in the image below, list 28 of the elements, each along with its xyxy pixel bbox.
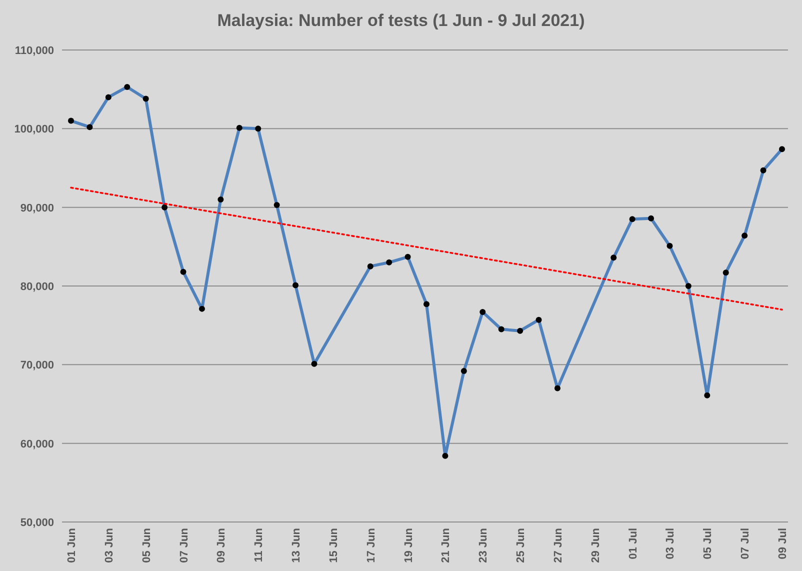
x-tick-label: 21 Jun [440,528,452,563]
x-tick-label: 01 Jul [627,528,640,560]
x-tick-label: 15 Jun [328,528,340,563]
x-tick-label: 13 Jun [290,528,303,563]
x-tick-label: 27 Jun [552,528,564,563]
y-tick-label: 60,000 [20,438,54,450]
x-tick-label: 01 Jun [66,528,78,563]
x-tick-label: 11 Jun [253,528,266,562]
x-tick-label: 29 Jun [590,528,602,563]
x-tick-label: 09 Jul [777,528,789,560]
y-tick-label: 50,000 [20,517,54,529]
y-tick-label: 100,000 [14,124,54,136]
x-tick-label: 05 Jul [702,528,714,560]
x-tick-label: 17 Jun [365,528,378,563]
x-tick-label: 23 Jun [478,528,490,563]
y-tick-label: 90,000 [20,202,54,214]
y-tick-label: 70,000 [20,360,54,372]
x-tick-label: 03 Jul [664,528,677,560]
y-tick-label: 110,000 [14,45,54,57]
x-tick-label: 09 Jun [216,528,228,563]
x-tick-label: 05 Jun [140,528,153,563]
x-tick-label: 25 Jun [515,528,528,563]
x-tick-label: 07 Jun [178,528,190,563]
chart-title: Malaysia: Number of tests (1 Jun - 9 Jul 2021) [217,11,585,30]
y-tick-label: 80,000 [20,281,54,293]
x-tick-label: 07 Jul [740,528,752,560]
x-tick-label: 19 Jun [402,528,415,563]
x-tick-label: 03 Jun [103,528,116,563]
